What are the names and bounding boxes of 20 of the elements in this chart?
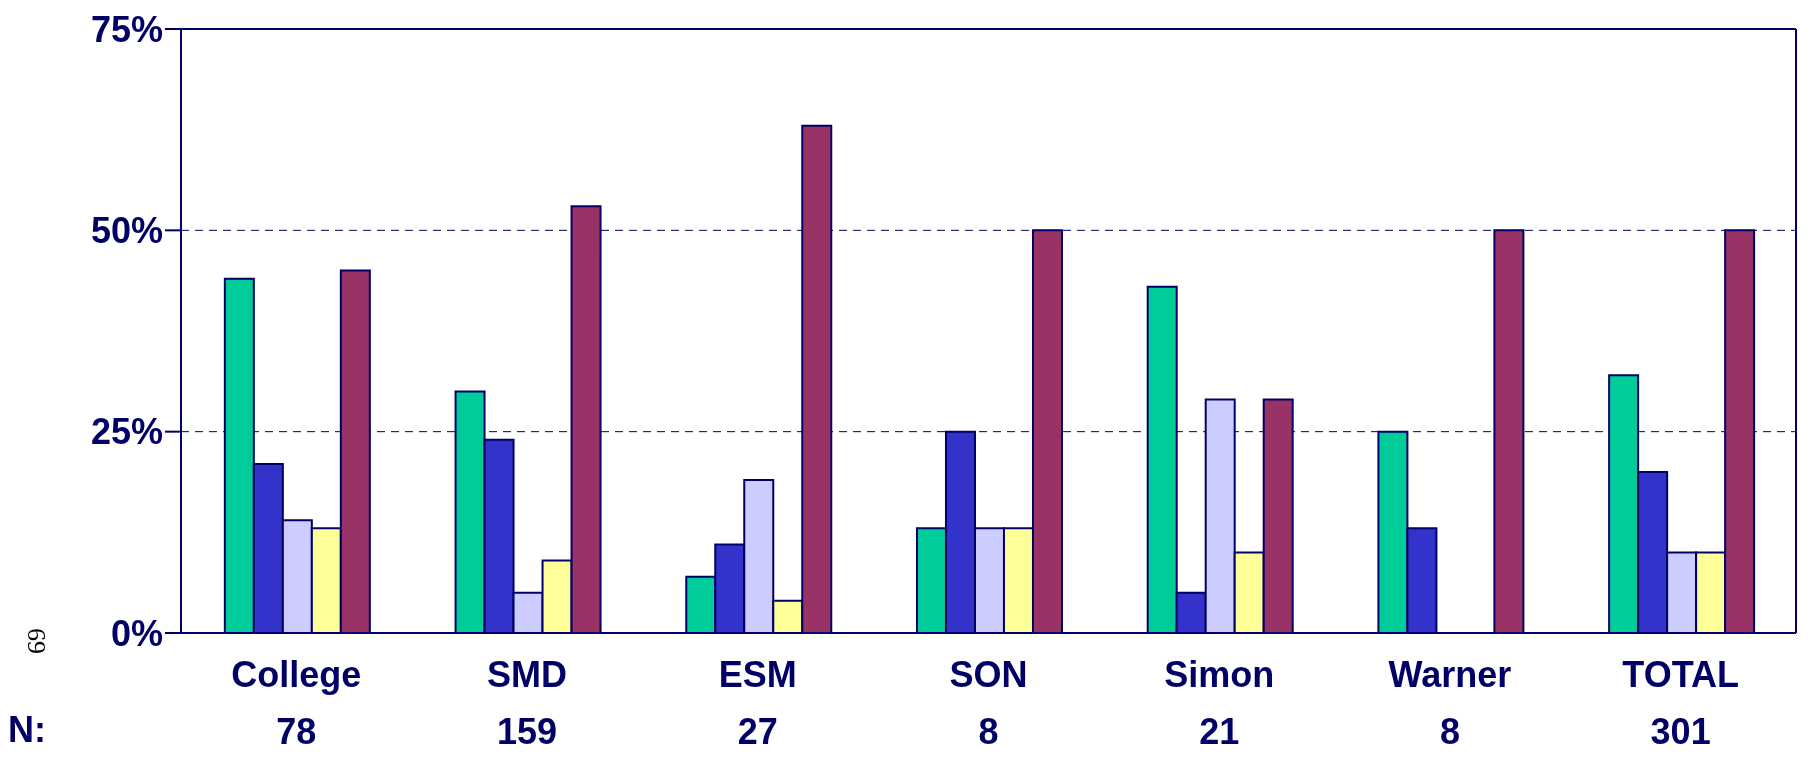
text: 8: [978, 710, 999, 752]
x-tick-label: College: [231, 653, 362, 695]
text: 301: [1650, 710, 1711, 752]
text: 159: [497, 710, 558, 752]
y-tick-label: 75%: [90, 8, 163, 50]
x-tick-label: TOTAL: [1622, 653, 1739, 695]
x-tick-label: ESM: [718, 653, 797, 695]
x-tick-label: Warner: [1388, 653, 1512, 695]
x-tick-label: Simon: [1164, 653, 1275, 695]
text: 21: [1199, 710, 1240, 752]
y-tick-label: 50%: [90, 210, 163, 252]
text: N:: [8, 709, 46, 750]
y-tick-label: 0%: [110, 612, 163, 654]
x-tick-label: SON: [949, 653, 1028, 695]
text: 69: [22, 628, 51, 654]
y-tick-label: 25%: [90, 411, 163, 453]
x-tick-label: SMD: [487, 653, 568, 695]
text: 78: [276, 710, 317, 752]
text: 8: [1439, 710, 1460, 752]
text: 27: [737, 710, 778, 752]
